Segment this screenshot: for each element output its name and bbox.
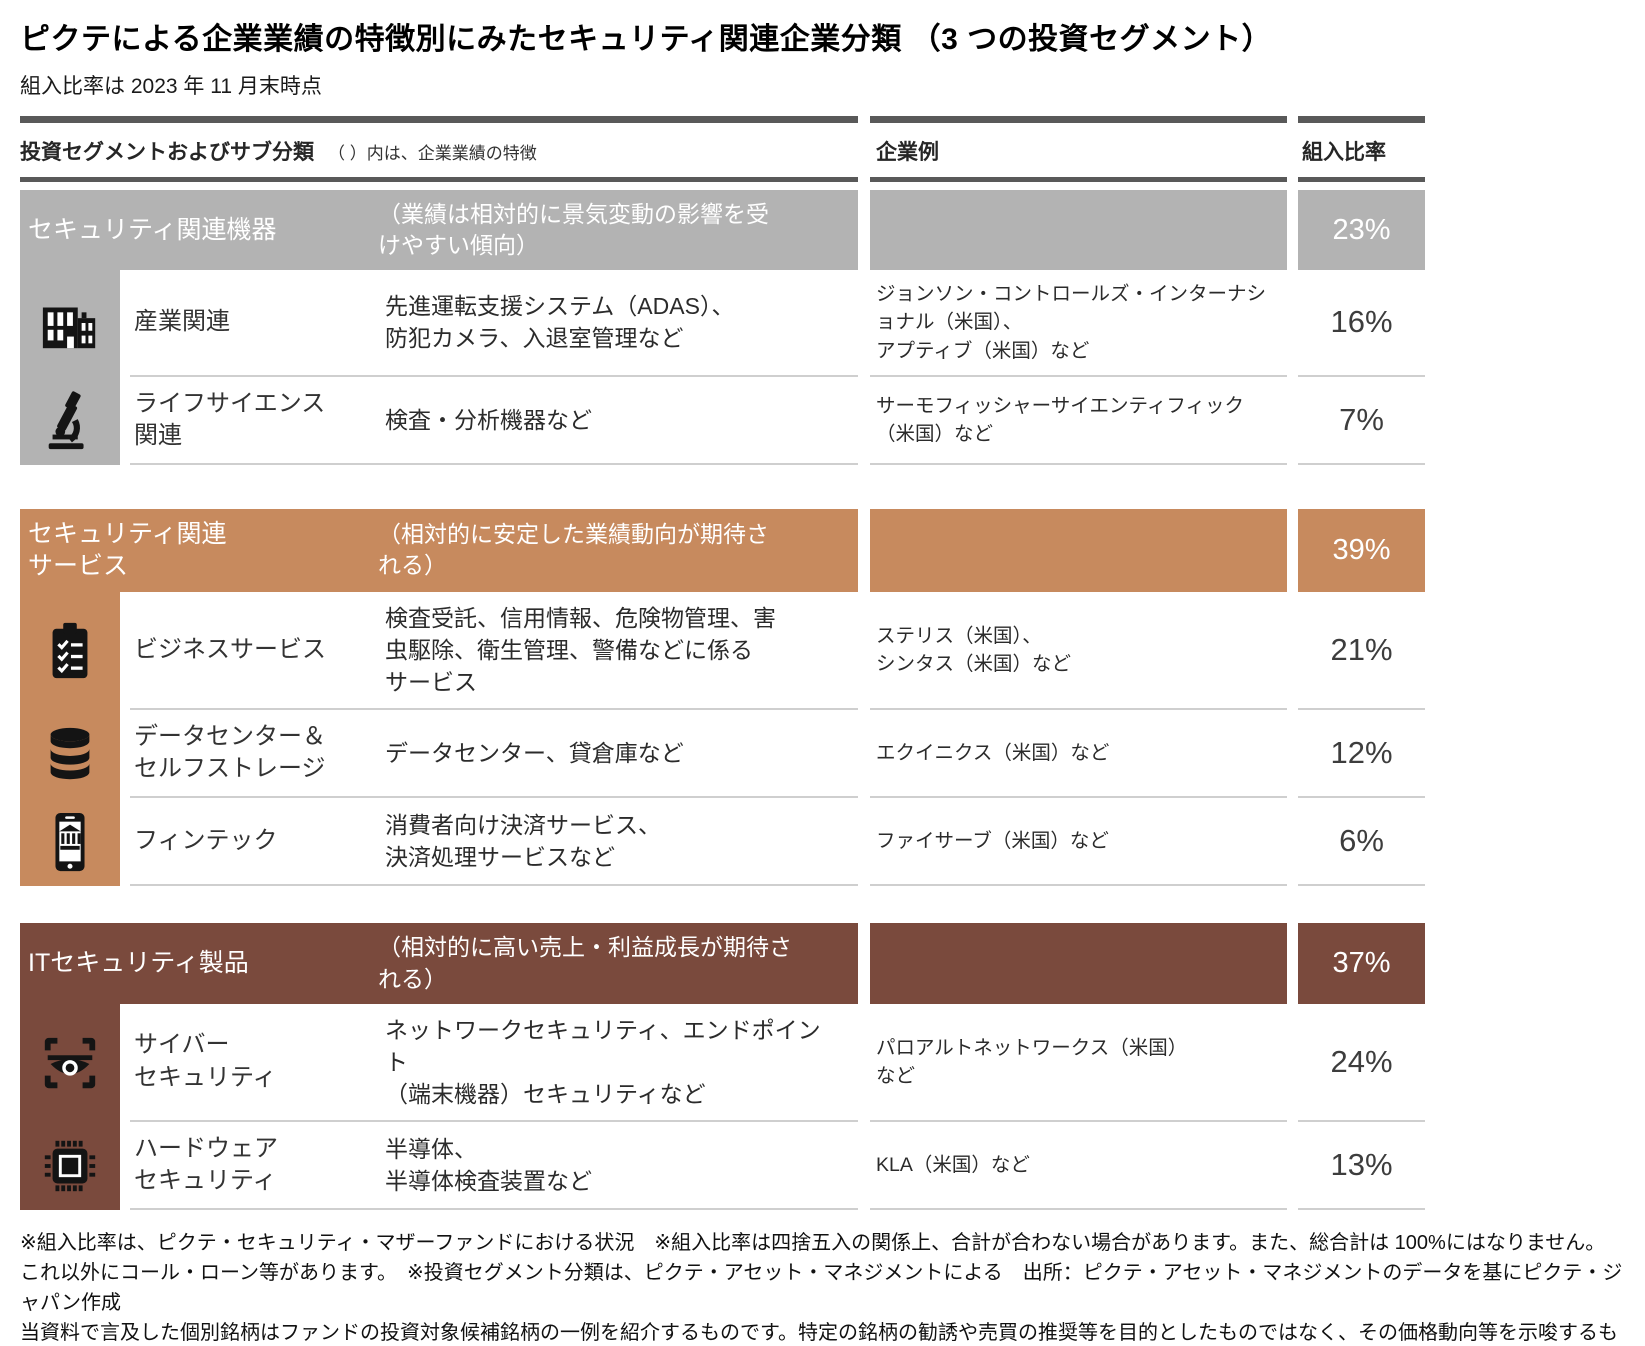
clipboard-checklist-icon xyxy=(39,620,101,682)
company-examples: サーモフィッシャーサイエンティフィック （米国）など xyxy=(870,377,1287,465)
subcategory-label: ビジネスサービス xyxy=(130,592,385,711)
segment-characteristic: （業績は相対的に景気変動の影響を受 けやすい傾向） xyxy=(378,201,769,259)
header-segment-note: （ ）内は、企業業績の特徴 xyxy=(328,144,537,163)
subcategory-label: ハードウェア セキュリティ xyxy=(130,1122,385,1211)
company-examples: KLA（米国）など xyxy=(870,1122,1287,1211)
microscope-icon xyxy=(39,390,101,452)
segment-rows: 産業関連 先進運転支援システム（ADAS）、 防犯カメラ、入退室管理など ジョン… xyxy=(20,270,1425,465)
segment-name: セキュリティ関連 サービス xyxy=(28,519,227,581)
header-examples-cell: 企業例 xyxy=(870,116,1287,182)
segment-weight: 39% xyxy=(1298,508,1425,592)
company-examples: ジョンソン・コントロールズ・インターナショナル（米国）、 アプティブ（米国）など xyxy=(870,270,1287,377)
subcategory-description: 検査・分析機器など xyxy=(385,377,858,465)
header-segment-cell: 投資セグメントおよびサブ分類 （ ）内は、企業業績の特徴 xyxy=(20,116,858,182)
subcategory-label: フィンテック xyxy=(130,798,385,887)
weight-value: 24% xyxy=(1298,1004,1425,1123)
weight-value: 13% xyxy=(1298,1122,1425,1211)
subcategory-label: サイバー セキュリティ xyxy=(130,1004,385,1123)
weight-value: 12% xyxy=(1298,710,1425,799)
weight-value: 16% xyxy=(1298,270,1425,377)
weight-value: 21% xyxy=(1298,592,1425,711)
segment-name: セキュリティ関連機器 xyxy=(28,215,277,244)
weight-value: 6% xyxy=(1298,798,1425,887)
segment-rows: ビジネスサービス 検査受託、信用情報、危険物管理、害 虫駆除、衛生管理、警備など… xyxy=(20,591,1425,887)
footnote-ratios: ※組入比率は、ピクテ・セキュリティ・マザーファンドにおける状況 ※組入比率は四捨… xyxy=(20,1232,1623,1315)
segment-weight: 23% xyxy=(1298,190,1425,271)
subcategory-description: 消費者向け決済サービス、 決済処理サービスなど xyxy=(385,798,858,887)
segment-security-services: セキュリティ関連 サービス （相対的に安定した業績動向が期待さ れる） 39% xyxy=(20,508,1425,887)
database-icon xyxy=(39,723,101,785)
segment-header-band: ITセキュリティ製品 （相対的に高い売上・利益成長が期待さ れる） 37% xyxy=(20,923,1425,1004)
header-weight-label: 組入比率 xyxy=(1302,141,1386,164)
subcategory-description: 先進運転支援システム（ADAS）、 防犯カメラ、入退室管理など xyxy=(385,270,858,377)
page-subtitle: 組入比率は 2023 年 11 月末時点 xyxy=(20,75,322,98)
segment-security-equipment: セキュリティ関連機器 （業績は相対的に景気変動の影響を受 けやすい傾向） 23% xyxy=(20,190,1425,465)
segment-header-band: セキュリティ関連 サービス （相対的に安定した業績動向が期待さ れる） 39% xyxy=(20,508,1425,592)
page-title: ピクテによる企業業績の特徴別にみたセキュリティ関連企業分類 （3 つの投資セグメ… xyxy=(20,23,1273,56)
footnote-disclaimer: 当資料で言及した個別銘柄はファンドの投資対象候補銘柄の一例を紹介するものです。特… xyxy=(20,1322,1618,1345)
weight-value: 7% xyxy=(1298,377,1425,465)
header-segment-label: 投資セグメントおよびサブ分類 xyxy=(20,141,314,164)
subcategory-description: 半導体、 半導体検査装置など xyxy=(385,1122,858,1211)
company-examples: ファイサーブ（米国）など xyxy=(870,798,1287,887)
table-header-row: 投資セグメントおよびサブ分類 （ ）内は、企業業績の特徴 企業例 組入比率 xyxy=(20,116,1425,182)
footnotes: ※組入比率は、ピクテ・セキュリティ・マザーファンドにおける状況 ※組入比率は四捨… xyxy=(20,1228,1625,1346)
segment-characteristic: （相対的に高い売上・利益成長が期待さ れる） xyxy=(378,934,792,992)
segment-weight: 37% xyxy=(1298,923,1425,1004)
segments-table: 投資セグメントおよびサブ分類 （ ）内は、企業業績の特徴 企業例 組入比率 セキ… xyxy=(20,116,1425,1211)
subcategory-label: データセンター＆ セルフストレージ xyxy=(130,710,385,799)
eye-scan-icon xyxy=(39,1032,101,1094)
segment-it-security-products: ITセキュリティ製品 （相対的に高い売上・利益成長が期待さ れる） 37% xyxy=(20,923,1425,1211)
subcategory-description: 検査受託、信用情報、危険物管理、害 虫駆除、衛生管理、警備などに係る サービス xyxy=(385,592,858,711)
segment-rows: サイバー セキュリティ ネットワークセキュリティ、エンドポイント （端末機器）セ… xyxy=(20,1003,1425,1211)
segment-name: ITセキュリティ製品 xyxy=(28,949,249,978)
segment-characteristic: （相対的に安定した業績動向が期待さ れる） xyxy=(378,521,769,579)
factory-icon xyxy=(39,292,101,354)
mobile-banking-icon xyxy=(39,811,101,873)
subcategory-description: データセンター、貸倉庫など xyxy=(385,710,858,799)
segment-header-band: セキュリティ関連機器 （業績は相対的に景気変動の影響を受 けやすい傾向） 23% xyxy=(20,190,1425,271)
subcategory-label: 産業関連 xyxy=(130,270,385,377)
company-examples: エクイニクス（米国）など xyxy=(870,710,1287,799)
cpu-chip-icon xyxy=(39,1135,101,1197)
header-weight-cell: 組入比率 xyxy=(1298,116,1425,182)
company-examples: パロアルトネットワークス（米国） など xyxy=(870,1004,1287,1123)
subcategory-description: ネットワークセキュリティ、エンドポイント （端末機器）セキュリティなど xyxy=(385,1004,858,1123)
header-examples-label: 企業例 xyxy=(876,141,939,164)
company-examples: ステリス（米国）、 シンタス（米国）など xyxy=(870,592,1287,711)
subcategory-label: ライフサイエンス 関連 xyxy=(130,377,385,465)
